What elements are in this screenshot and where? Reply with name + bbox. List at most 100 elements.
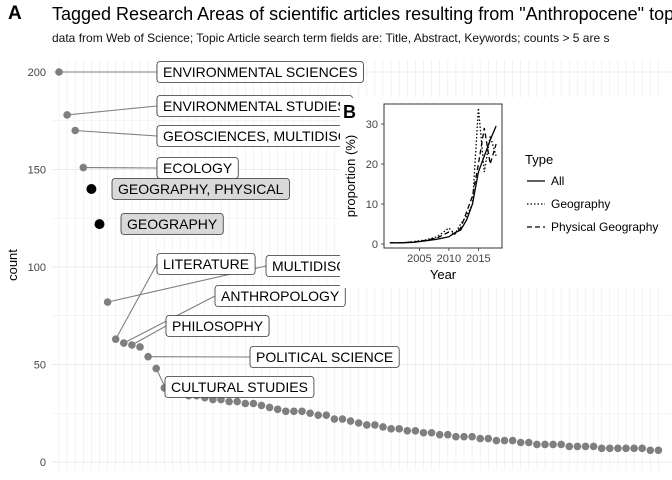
data-point xyxy=(541,440,549,449)
highlight-data-point xyxy=(86,184,97,194)
data-point xyxy=(597,444,606,453)
data-point xyxy=(225,397,233,406)
data-point xyxy=(354,419,363,427)
data-point xyxy=(379,423,387,431)
point-label-text: LITERATURE xyxy=(163,256,249,272)
inset-y-axis-title: proportion (%) xyxy=(343,135,358,217)
point-label-text: GEOGRAPHY, PHYSICAL xyxy=(118,181,284,197)
point-label-text: ANTHROPOLOGY xyxy=(221,288,340,304)
inset-series xyxy=(389,107,497,244)
data-point xyxy=(241,399,250,408)
data-point xyxy=(120,339,128,347)
data-point xyxy=(55,68,63,76)
data-point xyxy=(136,343,144,351)
legend-title: Type xyxy=(525,152,553,167)
data-point xyxy=(363,421,371,429)
inset-background xyxy=(340,98,672,288)
point-label: GEOGRAPHY xyxy=(120,213,224,235)
point-label-text: GEOGRAPHY xyxy=(127,216,218,232)
data-point xyxy=(322,411,331,420)
chart-title: Tagged Research Areas of scientific arti… xyxy=(52,4,672,24)
point-label-text: ENVIRONMENTAL SCIENCES xyxy=(163,64,357,80)
y-tick-label: 200 xyxy=(28,67,46,79)
data-point xyxy=(144,352,152,361)
chart-subtitle: data from Web of Science; Topic Article … xyxy=(52,31,610,45)
data-point xyxy=(492,436,501,445)
point-label-box xyxy=(165,315,270,337)
inset-x-tick-label: 2015 xyxy=(466,253,490,265)
point-label-box xyxy=(164,376,315,398)
legend-label: Physical Geography xyxy=(551,220,658,234)
data-point xyxy=(565,442,574,451)
point-label: ENVIRONMENTAL STUDIES xyxy=(156,95,353,117)
inset-x-tick-label: 2010 xyxy=(437,253,461,265)
point-label-text: PHILOSOPHY xyxy=(172,318,264,334)
y-axis-title: count xyxy=(5,249,20,281)
data-point xyxy=(484,434,493,443)
point-label-box xyxy=(156,253,256,275)
panel-letter-a: A xyxy=(8,3,22,24)
data-point xyxy=(557,440,565,449)
legend-label: All xyxy=(551,174,564,188)
data-point xyxy=(111,335,120,343)
point-label-text: ECOLOGY xyxy=(163,160,233,176)
data-point xyxy=(338,415,347,423)
y-tick-label: 50 xyxy=(34,360,46,372)
y-tick-label: 100 xyxy=(28,262,46,274)
inset-y-tick-label: 30 xyxy=(366,119,378,131)
legend-label: Geography xyxy=(551,197,610,211)
data-point xyxy=(314,411,323,420)
data-point xyxy=(630,444,638,453)
point-label-text: CULTURAL STUDIES xyxy=(171,379,308,395)
data-point xyxy=(346,417,355,425)
point-label: ENVIRONMENTAL SCIENCES xyxy=(156,61,364,83)
panel-letter-b: B xyxy=(343,102,356,122)
point-label: POLITICAL SCIENCE xyxy=(249,346,400,368)
point-label: ECOLOGY xyxy=(156,157,239,179)
data-point xyxy=(549,440,557,449)
data-point xyxy=(249,399,258,408)
point-label-box xyxy=(249,346,400,368)
data-point xyxy=(273,405,282,414)
inset-x-tick-label: 2005 xyxy=(407,253,431,265)
data-point xyxy=(403,427,412,435)
highlight-data-point xyxy=(94,219,105,230)
point-label: ANTHROPOLOGY xyxy=(214,285,346,307)
data-point xyxy=(435,430,444,439)
data-point xyxy=(419,428,428,437)
data-point xyxy=(79,163,88,172)
label-connector xyxy=(115,263,158,340)
point-label-box xyxy=(156,61,364,83)
point-label-box xyxy=(111,178,290,200)
data-point xyxy=(654,446,663,455)
point-label: GEOGRAPHY, PHYSICAL xyxy=(111,178,290,200)
data-point xyxy=(476,434,485,443)
point-label: CULTURAL STUDIES xyxy=(164,376,315,398)
data-point xyxy=(468,432,476,441)
data-point xyxy=(103,298,112,306)
inset-x-axis-title: Year xyxy=(430,267,457,282)
inset-chart: B 0 10 20 30 2005 2010 2015 Year proportion (%… xyxy=(340,98,672,288)
label-connector xyxy=(131,325,167,346)
data-point xyxy=(330,415,339,423)
data-point xyxy=(573,442,582,451)
data-point xyxy=(395,425,404,433)
inset-ticks: 0 10 20 30 2005 2010 2015 xyxy=(366,119,491,265)
data-point xyxy=(290,407,298,416)
point-label-text: ENVIRONMENTAL STUDIES xyxy=(163,98,347,114)
y-tick-label: 150 xyxy=(28,165,46,177)
data-point xyxy=(444,430,452,439)
data-point xyxy=(452,432,460,441)
point-label-box xyxy=(120,213,224,235)
data-point xyxy=(411,427,420,435)
inset-plot-frame xyxy=(383,103,503,249)
data-point xyxy=(589,442,598,451)
data-point xyxy=(614,444,622,453)
data-point xyxy=(460,432,468,441)
point-label-box xyxy=(214,285,346,307)
inset-y-tick-label: 20 xyxy=(366,159,378,171)
data-point xyxy=(525,438,533,447)
inset-legend: Type All Geography Physical Geography xyxy=(525,152,658,234)
data-point xyxy=(257,401,266,410)
